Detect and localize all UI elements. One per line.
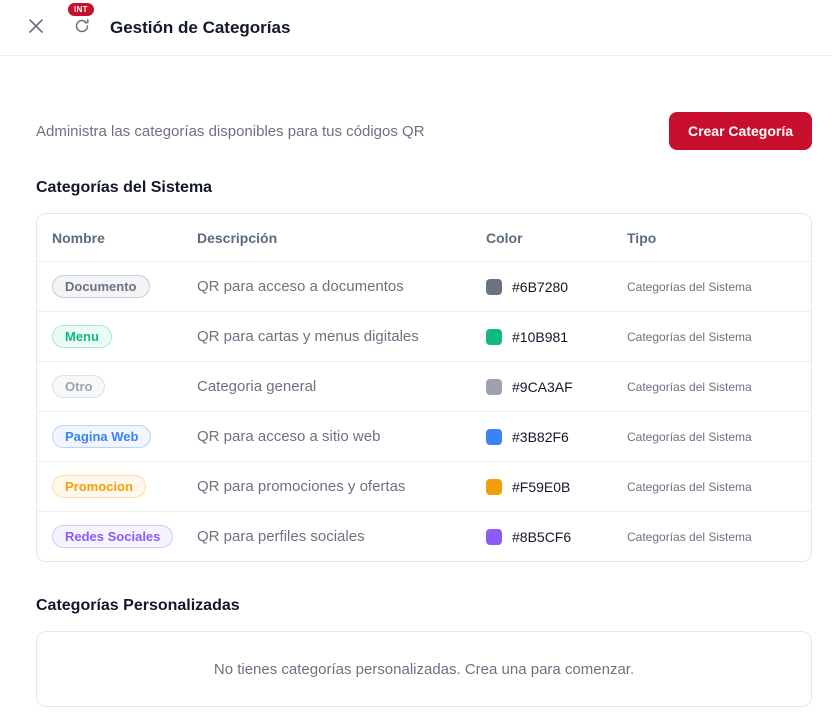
custom-categories-empty-state: No tienes categorías personalizadas. Cre…: [36, 631, 812, 707]
color-swatch: [486, 378, 502, 395]
color-swatch: [486, 328, 502, 345]
color-swatch: [486, 528, 502, 545]
category-description: QR para perfiles sociales: [197, 528, 365, 545]
table-header-row: Nombre Descripción Color Tipo: [37, 214, 811, 261]
table-row: Pagina Web QR para acceso a sitio web #3…: [37, 411, 811, 461]
close-button[interactable]: [24, 16, 48, 40]
column-header-nombre: Nombre: [52, 229, 105, 246]
category-type: Categorías del Sistema: [627, 429, 752, 444]
color-hex: #3B82F6: [512, 428, 569, 445]
category-badge: Documento: [52, 275, 150, 298]
modal-body: Administra las categorías disponibles pa…: [0, 112, 832, 707]
category-description: QR para cartas y menus digitales: [197, 328, 419, 345]
modal-header: INT Gestión de Categorías: [0, 0, 832, 56]
category-type: Categorías del Sistema: [627, 379, 752, 394]
refresh-icon: [74, 18, 90, 37]
category-description: Categoria general: [197, 378, 317, 395]
color-hex: #F59E0B: [512, 478, 571, 495]
int-badge: INT: [68, 2, 94, 16]
category-type: Categorías del Sistema: [627, 479, 752, 494]
column-header-descripcion: Descripción: [197, 229, 278, 246]
category-badge: Promocion: [52, 475, 146, 498]
category-description: QR para acceso a sitio web: [197, 428, 381, 445]
color-swatch: [486, 278, 502, 295]
category-type: Categorías del Sistema: [627, 279, 752, 294]
column-header-color: Color: [486, 229, 523, 246]
color-hex: #6B7280: [512, 278, 569, 295]
create-category-button[interactable]: Crear Categoría: [668, 112, 812, 150]
page-title: Gestión de Categorías: [110, 17, 291, 37]
color-swatch: [486, 428, 502, 445]
refresh-button[interactable]: [70, 16, 94, 40]
system-section-title: Categorías del Sistema: [36, 179, 213, 196]
category-badge: Menu: [52, 325, 112, 348]
color-swatch: [486, 478, 502, 495]
column-header-tipo: Tipo: [627, 229, 657, 246]
table-row: Otro Categoria general #9CA3AF Categoría…: [37, 361, 811, 411]
system-categories-table: Nombre Descripción Color Tipo Documento …: [36, 213, 812, 562]
category-badge: Otro: [52, 375, 106, 398]
color-hex: #8B5CF6: [512, 528, 572, 545]
page-subtitle: Administra las categorías disponibles pa…: [36, 122, 425, 140]
category-description: QR para acceso a documentos: [197, 278, 404, 295]
category-type: Categorías del Sistema: [627, 529, 752, 544]
category-type: Categorías del Sistema: [627, 329, 752, 344]
table-row: Redes Sociales QR para perfiles sociales…: [37, 511, 811, 561]
close-icon: [28, 18, 44, 37]
table-row: Menu QR para cartas y menus digitales #1…: [37, 311, 811, 361]
table-row: Documento QR para acceso a documentos #6…: [37, 261, 811, 311]
color-hex: #9CA3AF: [512, 378, 573, 395]
empty-state-message: No tienes categorías personalizadas. Cre…: [213, 660, 635, 678]
table-row: Promocion QR para promociones y ofertas …: [37, 461, 811, 511]
color-hex: #10B981: [512, 328, 569, 345]
category-badge: Pagina Web: [52, 425, 152, 448]
custom-section-title: Categorías Personalizadas: [36, 597, 240, 614]
category-description: QR para promociones y ofertas: [197, 478, 406, 495]
category-badge: Redes Sociales: [52, 525, 174, 548]
